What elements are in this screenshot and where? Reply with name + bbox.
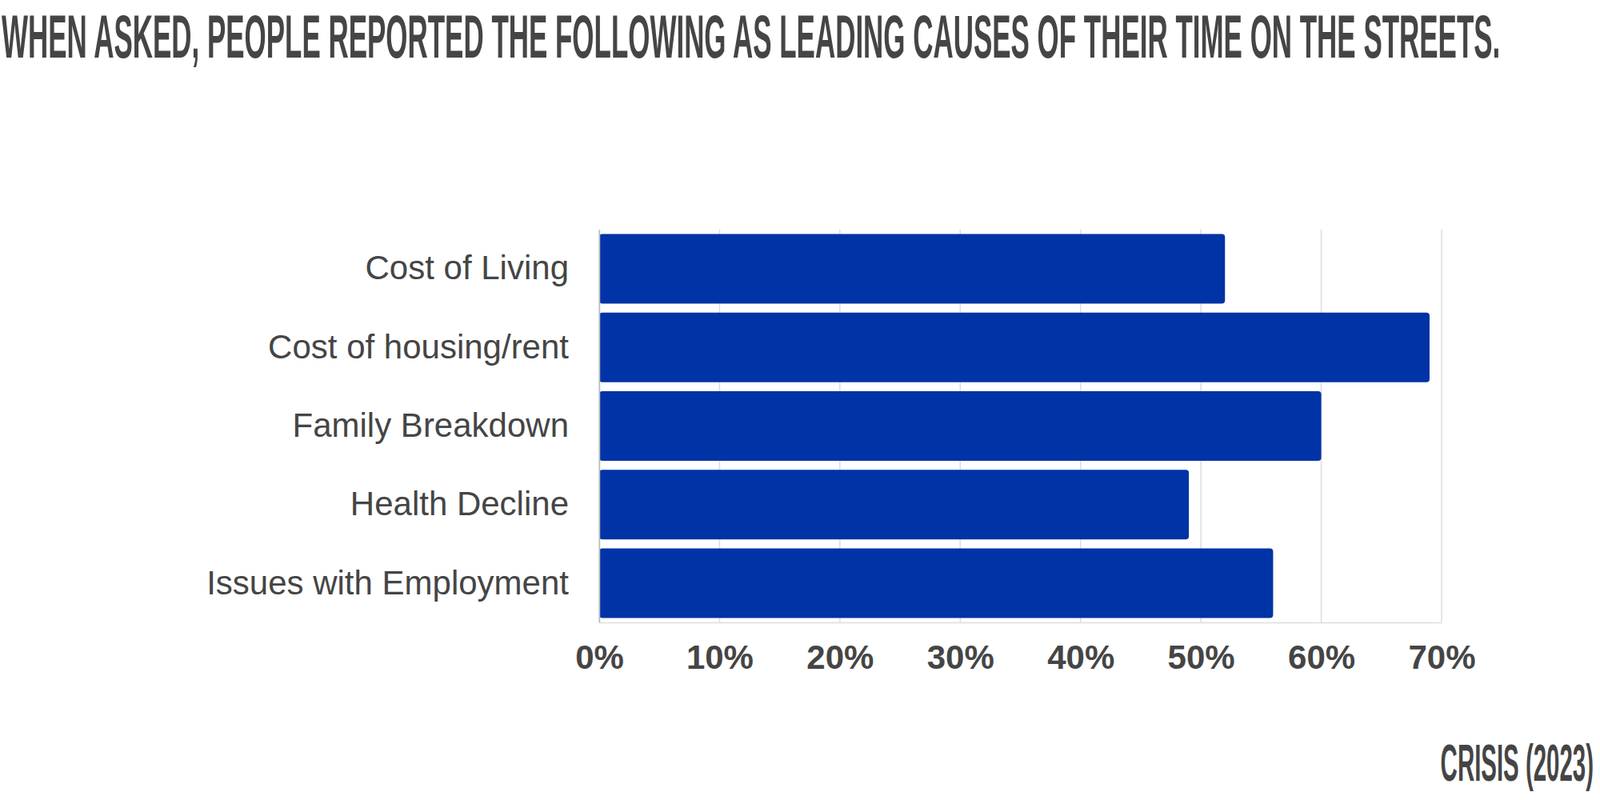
x-tick: 50%: [1168, 622, 1236, 676]
grid-line: [598, 229, 600, 623]
source: CRISIS (2023): [1440, 734, 1594, 792]
x-tick: 0%: [575, 622, 624, 676]
x-tick-label: 30%: [927, 638, 995, 676]
x-tick: 30%: [927, 622, 995, 676]
title-line: WHEN ASKED, PEOPLE REPORTED THE FOLLOWIN…: [1, 2, 1500, 72]
x-tick-label: 40%: [1047, 638, 1115, 676]
title: WHEN ASKED, PEOPLE REPORTED THE FOLLOWIN…: [1, 2, 1500, 72]
bar: [599, 469, 1189, 540]
y-tick: Family Breakdown: [292, 406, 600, 444]
category-label: Health Decline: [350, 484, 569, 523]
x-tick-label: 20%: [806, 638, 874, 676]
bar: [599, 233, 1225, 304]
x-axis-line: [600, 622, 1443, 624]
y-axis-line: [599, 230, 601, 624]
grid-line: [1440, 229, 1443, 623]
bar: [599, 312, 1430, 383]
x-tick-label: 50%: [1168, 638, 1236, 676]
plot: 0%10%20%30%40%50%60%70%Cost of LivingCos…: [206, 229, 1476, 676]
category-label: Cost of Living: [365, 248, 569, 287]
x-tick-label: 60%: [1288, 638, 1356, 676]
grid: [599, 229, 1442, 623]
x-tick: 40%: [1047, 622, 1115, 676]
x-tick-label: 0%: [575, 638, 624, 676]
y-axis: Cost of Living Cost of housing/rent Family…: [206, 230, 600, 624]
x-axis: 0% 10% 20% 30% 40% 50% 60% 70%: [575, 622, 1476, 676]
x-tick: 20%: [806, 622, 874, 676]
category-label: Family Breakdown: [292, 406, 569, 444]
x-tick-label: 70%: [1408, 638, 1476, 676]
y-tick: Cost of housing/rent: [268, 328, 600, 366]
chart: WHEN ASKED, PEOPLE REPORTED THE FOLLOWIN…: [0, 0, 1600, 800]
x-tick: 70%: [1408, 622, 1476, 676]
bar: [599, 391, 1322, 461]
x-tick: 10%: [686, 622, 754, 676]
bars: [599, 233, 1430, 618]
x-tick-label: 10%: [686, 638, 754, 676]
x-tick: 60%: [1288, 622, 1356, 676]
bar: [599, 548, 1273, 619]
y-tick: Health Decline: [350, 484, 600, 523]
y-tick: Issues with Employment: [206, 564, 600, 602]
y-tick: Cost of Living: [365, 248, 600, 287]
category-label: Issues with Employment: [206, 564, 569, 602]
category-label: Cost of housing/rent: [268, 328, 569, 366]
